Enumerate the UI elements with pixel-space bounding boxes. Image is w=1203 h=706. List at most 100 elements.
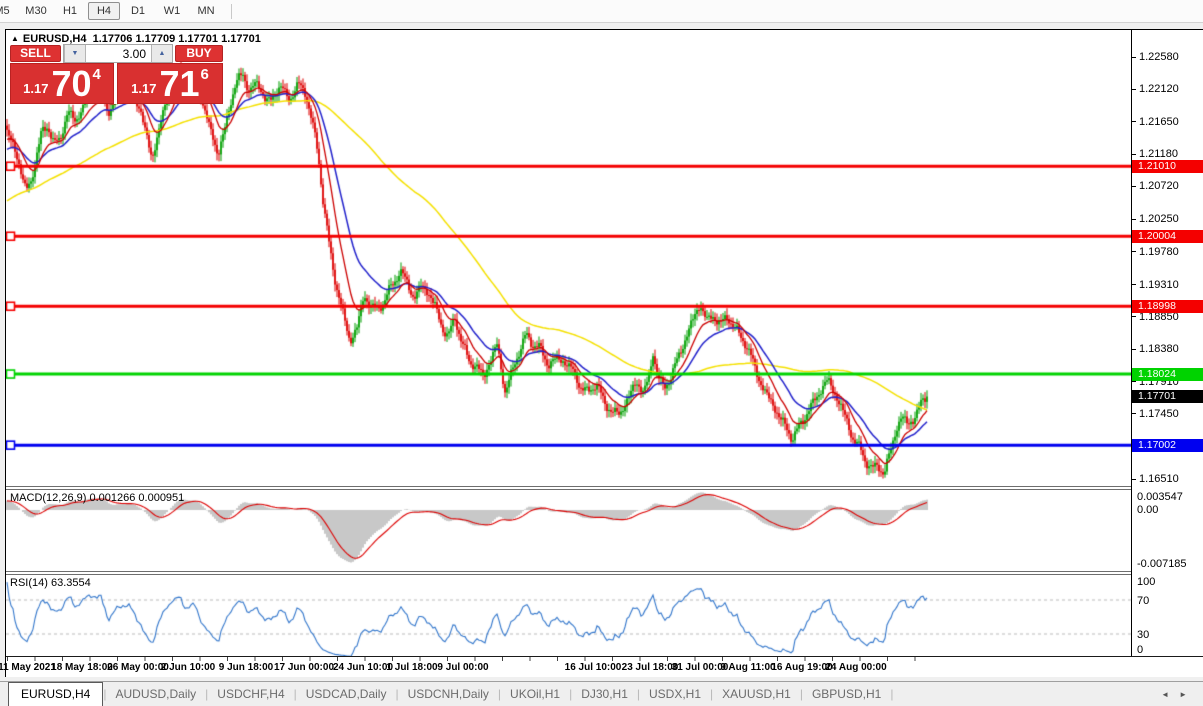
y-axis-tick-label: 1.16510 xyxy=(1139,473,1179,486)
buy-price-big: 71 xyxy=(159,63,200,104)
tabs: EURUSD,H4 | AUDUSD,Daily | USDCHF,H4 | USDCAD,… xyxy=(0,682,893,706)
timeframe-button-mn[interactable]: MN xyxy=(197,5,215,17)
price-box-divider xyxy=(114,63,117,104)
y-axis-tick: 1.22580 xyxy=(1131,51,1179,63)
chart-tab-usdchf-h4[interactable]: USDCHF,H4 xyxy=(217,687,285,701)
rsi-axis-label: 30 xyxy=(1137,629,1150,641)
y-axis-tick-label: 1.21180 xyxy=(1139,148,1178,161)
macd-axis-label: 0.003547 xyxy=(1137,491,1183,503)
y-axis-tick: 1.16510 xyxy=(1131,473,1179,486)
rsi-indicator-canvas[interactable] xyxy=(6,575,1131,656)
y-axis-tick-label: 1.22120 xyxy=(1139,83,1179,95)
sell-button[interactable]: SELL xyxy=(10,45,61,62)
time-axis-label: 16 Aug 19:00 xyxy=(771,662,833,673)
current-price-label: 1.17701 xyxy=(1132,390,1203,404)
pane-splitter-macd[interactable] xyxy=(6,486,1131,490)
pane-splitter-rsi[interactable] xyxy=(6,571,1131,575)
tab-scroll-arrows: ◄► xyxy=(1161,690,1197,699)
y-axis-tick: 1.19310 xyxy=(1131,279,1179,291)
buy-button[interactable]: BUY xyxy=(175,45,223,62)
macd-label: MACD(12,26,9) 0.001266 0.000951 xyxy=(10,492,185,504)
timeframe-button-h1[interactable]: H1 xyxy=(62,5,78,17)
chart-tab-bar: EURUSD,H4 | AUDUSD,Daily | USDCHF,H4 | USDCAD,… xyxy=(0,681,1203,706)
tick-dash xyxy=(1131,348,1136,350)
y-axis-tick-label: 1.19780 xyxy=(1139,245,1179,258)
y-axis-tick: 1.19780 xyxy=(1131,245,1179,258)
level-price-label: 1.18024 xyxy=(1132,367,1203,381)
tab-separator: | xyxy=(569,687,573,701)
chart-symbol: EURUSD,H4 xyxy=(22,33,87,45)
tab-separator: | xyxy=(890,687,894,701)
tab-separator: | xyxy=(205,687,209,701)
tab-scroll-left-icon[interactable]: ◄ xyxy=(1161,690,1180,699)
buy-price-prefix: 1.17 xyxy=(131,81,157,96)
tab-scroll-right-icon[interactable]: ► xyxy=(1179,690,1197,699)
time-axis-label: 16 Jul 10:00 xyxy=(564,662,622,673)
tick-dash xyxy=(1131,218,1136,220)
tab-separator: | xyxy=(710,687,714,701)
time-axis-label: 9 Jul 00:00 xyxy=(437,662,489,673)
tab-separator: | xyxy=(395,687,399,701)
timeframe-button-m5[interactable]: M5 xyxy=(0,5,10,17)
y-axis-tick: 1.18380 xyxy=(1131,343,1179,356)
tick-dash xyxy=(1131,478,1136,480)
chart-tab-usdx-h1[interactable]: USDX,H1 xyxy=(649,687,702,701)
sell-price-box[interactable]: 1.17 70 4 xyxy=(10,63,114,104)
volume-input[interactable] xyxy=(86,45,151,62)
timeframe-button-w1[interactable]: W1 xyxy=(163,5,181,17)
chart-tab-dj30-h1[interactable]: DJ30,H1 xyxy=(581,687,628,701)
y-axis-tick: 1.21180 xyxy=(1131,148,1178,161)
chart-tab-audusd-daily[interactable]: AUDUSD,Daily xyxy=(115,687,197,701)
timeframe-button-h4[interactable]: H4 xyxy=(88,2,120,20)
price-axis-separator xyxy=(1131,30,1132,656)
chart-tab-ukoil-h1[interactable]: UKOil,H1 xyxy=(510,687,561,701)
y-axis-tick: 1.21650 xyxy=(1131,116,1179,128)
tick-dash xyxy=(1131,284,1136,286)
level-price-label: 1.20004 xyxy=(1132,229,1203,243)
sell-price-prefix: 1.17 xyxy=(23,81,49,96)
tick-dash xyxy=(1131,381,1136,383)
tick-dash xyxy=(1131,88,1136,90)
tick-dash xyxy=(1131,153,1136,155)
buy-price-pip: 6 xyxy=(200,66,209,83)
volume-spinner: ▼ ▲ xyxy=(63,44,173,63)
tab-separator: | xyxy=(497,687,502,701)
chart-window-border-left xyxy=(5,29,6,677)
buy-price-box[interactable]: 1.17 71 6 xyxy=(117,63,223,104)
price-chart-canvas[interactable] xyxy=(6,30,1131,486)
tab-separator: | xyxy=(636,687,640,701)
time-axis-label: 18 May 18:00 xyxy=(51,662,113,673)
tick-dash xyxy=(1131,185,1136,187)
time-axis-label: 9 Aug 11:00 xyxy=(720,662,776,673)
volume-increase-button[interactable]: ▲ xyxy=(151,45,172,62)
rsi-label: RSI(14) 63.3554 xyxy=(10,577,91,589)
rsi-axis-label: 0 xyxy=(1137,644,1144,656)
timeframe-button-m30[interactable]: M30 xyxy=(25,5,47,17)
chart-tab-gbpusd-h1[interactable]: GBPUSD,H1 xyxy=(811,687,882,701)
level-price-label: 1.21010 xyxy=(1132,159,1203,173)
time-axis-label: 11 May 2021 xyxy=(0,662,56,673)
collapse-triangle-icon[interactable]: ▲ xyxy=(11,34,19,43)
volume-decrease-button[interactable]: ▼ xyxy=(64,45,86,62)
chart-tab-usdcnh-daily[interactable]: USDCNH,Daily xyxy=(407,687,489,701)
time-axis-label: 24 Aug 00:00 xyxy=(825,662,887,673)
sell-price-big: 70 xyxy=(51,63,92,104)
time-axis-label: 9 Jun 18:00 xyxy=(218,662,274,673)
y-axis-tick-label: 1.20250 xyxy=(1139,213,1179,226)
y-axis-tick-label: 1.17450 xyxy=(1139,407,1179,420)
macd-indicator-canvas[interactable] xyxy=(6,490,1131,571)
timeframe-button-d1[interactable]: D1 xyxy=(130,5,146,17)
macd-axis-label: 0.00 xyxy=(1137,504,1159,516)
chart-tab-eurusd-h4[interactable]: EURUSD,H4 xyxy=(8,682,104,706)
chart-window-border-top xyxy=(5,29,1203,30)
rsi-axis-label: 70 xyxy=(1137,595,1150,607)
chart-header: ▲ EURUSD,H4 1.17706 1.17709 1.17701 1.177… xyxy=(11,33,261,45)
level-price-label: 1.18998 xyxy=(1132,299,1203,313)
y-axis-tick-label: 1.18380 xyxy=(1139,343,1179,356)
chart-tab-xauusd-h1[interactable]: XAUUSD,H1 xyxy=(722,687,791,701)
chart-tab-usdcad-daily[interactable]: USDCAD,Daily xyxy=(305,687,387,701)
timeframe-toolbar: M5 M30 H1 H4 D1 W1 MN xyxy=(0,0,1203,23)
y-axis-tick: 1.22120 xyxy=(1131,83,1179,95)
macd-axis-label: -0.007185 xyxy=(1137,558,1187,570)
